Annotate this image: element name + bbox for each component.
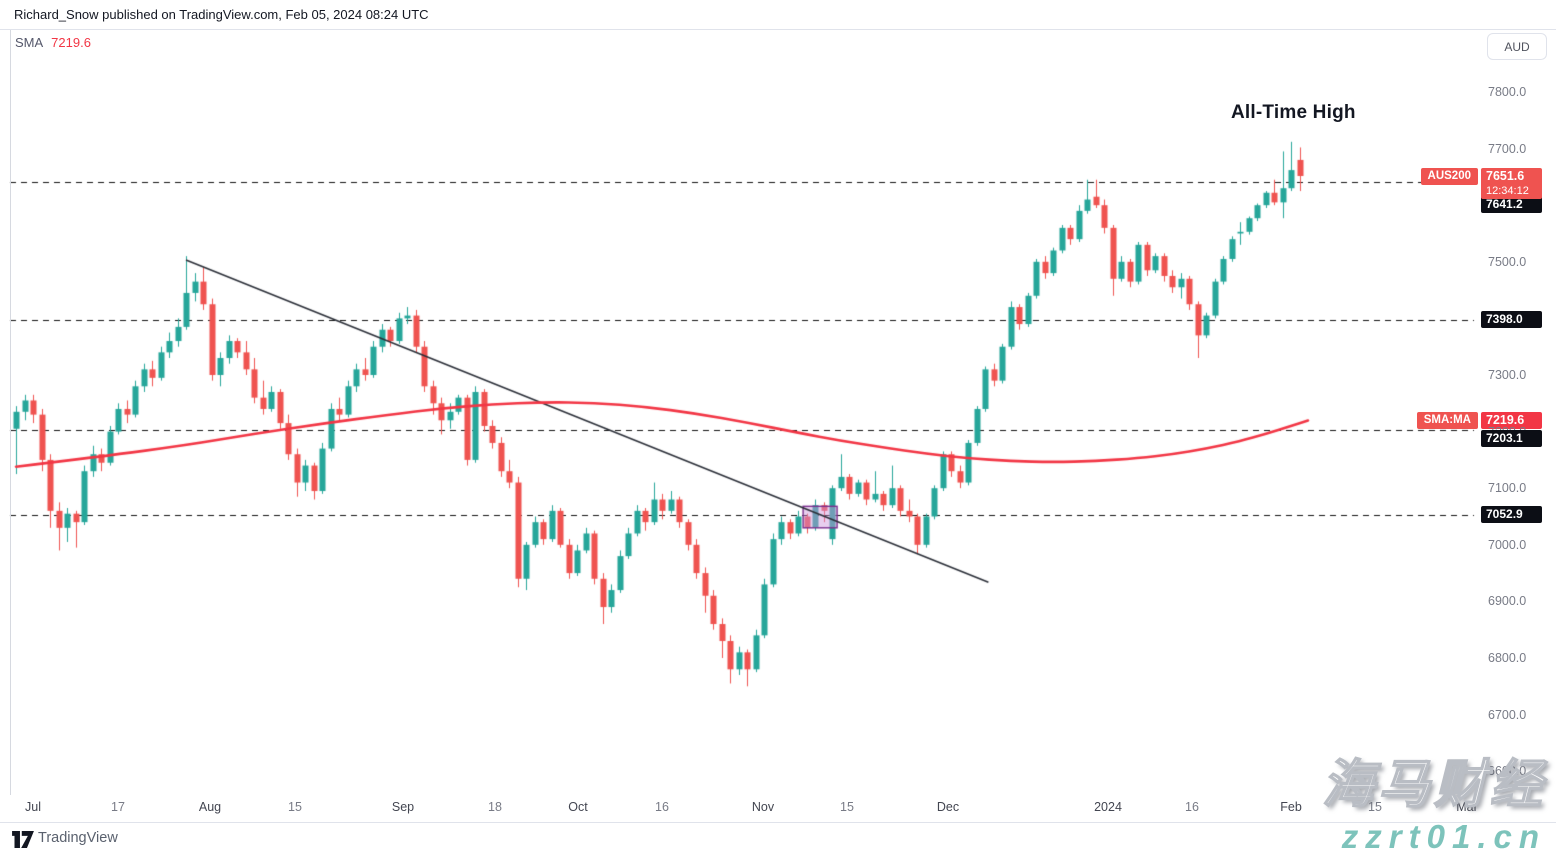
price-axis[interactable]: AUD 7219.6 7800.07700.07600.07500.07400.… <box>1480 30 1556 822</box>
price-tick-label: 7500.0 <box>1488 254 1527 269</box>
sma-value-label: 7219.6 <box>1481 412 1542 429</box>
price-tick-label: 6700.0 <box>1488 707 1527 722</box>
time-tick-label: Dec <box>936 800 960 814</box>
currency-button[interactable]: AUD <box>1487 33 1547 60</box>
tradingview-brand-text[interactable]: TradingView <box>38 830 118 846</box>
sma-price-flag: SMA:MA <box>1416 412 1478 429</box>
time-tick-label: 15 <box>1368 800 1382 814</box>
bar-countdown: 12:34:12 <box>1486 185 1529 197</box>
time-tick-label: Mar <box>1456 800 1478 814</box>
pane-left-border <box>10 30 11 795</box>
time-tick-label: Sep <box>391 800 415 814</box>
time-tick-label: 18 <box>488 800 502 814</box>
time-tick-label: 17 <box>111 800 125 814</box>
sma-legend-value: 7219.6 <box>51 35 91 50</box>
price-level-label: 7203.1 <box>1481 430 1542 448</box>
time-tick-label: 16 <box>1185 800 1199 814</box>
price-level-label: 7052.9 <box>1481 506 1542 524</box>
time-axis[interactable]: Jul 17 Aug 15 Sep 18 Oct 16 Nov 15 Dec 2024 16 Feb 15 M… <box>0 795 1556 822</box>
time-tick-label: 2024 <box>1094 800 1122 814</box>
price-tick-label: 6800.0 <box>1488 651 1527 665</box>
time-tick-label: Jul <box>25 800 41 814</box>
sma-legend-label: SMA <box>15 35 44 50</box>
price-level-label: 7641.2 <box>1481 196 1542 214</box>
time-tick-label: Feb <box>1280 800 1302 814</box>
footer: TradingView <box>0 823 1556 857</box>
time-tick-label: 16 <box>655 800 669 814</box>
time-tick-label: Aug <box>198 800 222 814</box>
time-tick-label: Nov <box>751 800 775 814</box>
tradingview-logo-icon[interactable] <box>12 831 34 848</box>
last-price-value: 7651.6 <box>1486 169 1525 183</box>
price-level-label: 7398.0 <box>1481 311 1542 329</box>
watermark-site-url: zzrt01.cn <box>1341 818 1546 855</box>
watermark-chinese-text: 海马财经 <box>1321 755 1546 815</box>
all-time-high-annotation: All-Time High <box>1231 102 1356 123</box>
indicator-legend: SMA 7219.6 <box>15 35 91 50</box>
price-tick-label: 6600.0 <box>1488 764 1527 779</box>
price-tick-label: 7100.0 <box>1488 481 1527 496</box>
time-tick-label: Oct <box>568 800 588 814</box>
price-tick-label: 6900.0 <box>1488 594 1527 609</box>
last-price-label: 7651.6 12:34:12 <box>1481 168 1542 199</box>
price-tick-label: 7800.0 <box>1488 85 1527 99</box>
header-divider <box>0 29 1556 30</box>
time-tick-label: 15 <box>288 800 302 814</box>
sma-axis-value: 7219.6 <box>1486 413 1525 427</box>
price-tick-label: 7300.0 <box>1488 368 1527 382</box>
footer-divider <box>0 822 1556 823</box>
price-tick-label: 7700.0 <box>1488 141 1527 156</box>
time-tick-label: 15 <box>840 800 854 814</box>
price-chart-canvas[interactable] <box>0 30 1480 795</box>
price-tick-label: 7000.0 <box>1488 537 1527 552</box>
publication-title: Richard_Snow published on TradingView.co… <box>14 7 429 22</box>
symbol-price-flag: AUS200 <box>1420 168 1478 185</box>
